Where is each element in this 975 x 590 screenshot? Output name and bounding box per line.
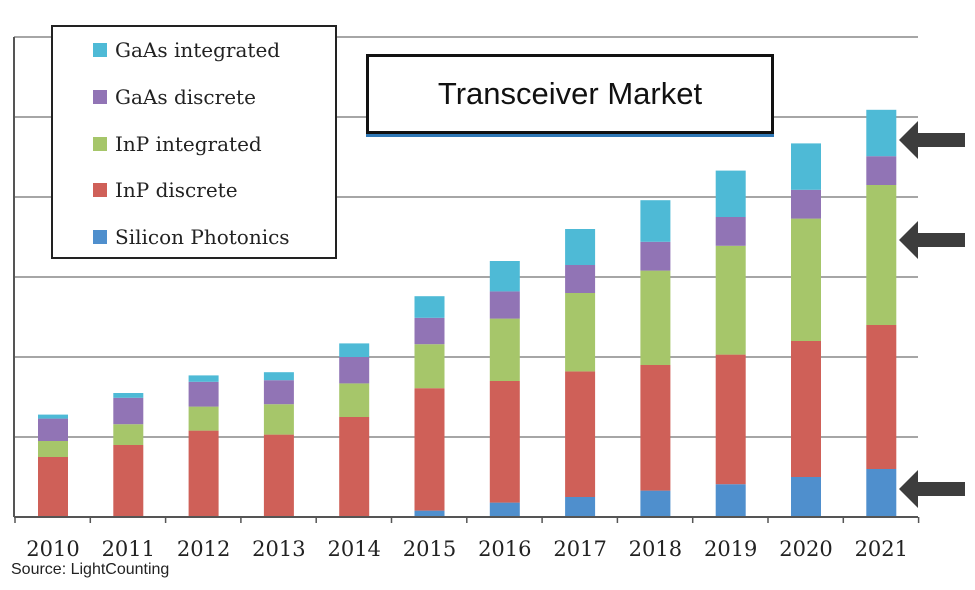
bar-segment (113, 393, 144, 398)
x-tick-label: 2015 (403, 537, 456, 561)
legend-item: GaAs discrete (93, 85, 256, 109)
x-tick-label: 2016 (478, 537, 531, 561)
x-tick-label: 2010 (26, 537, 79, 561)
bar-segment (791, 143, 821, 190)
arrow-left-icon (899, 221, 965, 259)
legend-label: InP integrated (115, 132, 262, 156)
source-note: Source: LightCounting (11, 561, 170, 578)
legend-swatch (93, 230, 107, 244)
bar-segment (489, 261, 520, 292)
x-tick-label: 2013 (252, 537, 305, 561)
chart-title: Transceiver Market (437, 76, 703, 111)
bar-segment (113, 397, 144, 425)
bar-segment (339, 383, 370, 417)
chart-title-box: Transceiver Market (366, 54, 774, 134)
bar-segment (489, 291, 520, 319)
bar-segment (38, 441, 68, 457)
bar-segment (640, 270, 671, 365)
bar-segment (188, 375, 219, 382)
bar-segment (188, 430, 219, 517)
x-tick-label: 2012 (177, 537, 230, 561)
bar-segment (263, 404, 294, 435)
arrows (899, 121, 965, 508)
x-tick-label: 2014 (327, 537, 380, 561)
bar-segment (791, 189, 821, 219)
x-axis: 2010 2011 2012 2013 2014 2015 2016 2017 2018 2019… (13, 37, 920, 561)
legend-swatch (93, 183, 107, 197)
bar-segment (715, 170, 746, 217)
bar-segment (339, 357, 370, 384)
bar-segment (640, 490, 671, 517)
legend-label: GaAs integrated (115, 38, 281, 62)
x-tick-label: 2018 (629, 537, 682, 561)
bar-segment (414, 510, 445, 517)
bar-segment (414, 388, 445, 511)
bar-segment (640, 241, 671, 271)
bar-segment (866, 469, 897, 517)
legend-item: InP integrated (93, 132, 262, 156)
bar-segment (866, 325, 897, 469)
bar-segment (38, 457, 68, 517)
bar-segment (188, 406, 219, 431)
legend-item: Silicon Photonics (93, 225, 290, 249)
bar-segment (38, 418, 68, 441)
bar-segment (866, 156, 897, 185)
legend-swatch (93, 43, 107, 57)
legend-label: InP discrete (115, 178, 238, 202)
bar-segment (414, 344, 445, 389)
bar-segment (640, 365, 671, 491)
bar-segment (866, 109, 897, 157)
bar-segment (263, 434, 294, 517)
bar-segment (489, 318, 520, 381)
bar-segment (565, 371, 596, 497)
bar-segment (791, 218, 821, 341)
legend-label: GaAs discrete (115, 85, 256, 109)
bar-segment (791, 477, 821, 517)
bar-segment (565, 497, 596, 517)
bar-segment (113, 445, 144, 517)
bar-segment (38, 414, 68, 419)
bar-segment (339, 417, 370, 517)
bar-segment (866, 185, 897, 325)
bar-segment (263, 372, 294, 381)
bar-segment (565, 293, 596, 372)
bar-segment (489, 502, 520, 517)
x-tick-label: 2011 (102, 537, 155, 561)
bar-segment (715, 484, 746, 517)
x-tick-label: 2017 (553, 537, 606, 561)
bar-segment (414, 296, 445, 318)
bars (38, 109, 897, 517)
arrow-left-icon (899, 121, 965, 159)
bar-segment (414, 317, 445, 345)
x-tick-label: 2021 (855, 537, 908, 561)
legend-label: Silicon Photonics (115, 225, 290, 249)
legend-swatch (93, 137, 107, 151)
bar-segment (715, 245, 746, 355)
legend-item: InP discrete (93, 178, 238, 202)
bar-segment (565, 229, 596, 265)
arrow-left-icon (899, 470, 965, 508)
bar-segment (715, 217, 746, 246)
legend: GaAs integrated GaAs discrete InP integr… (51, 25, 337, 259)
bar-segment (489, 381, 520, 503)
bar-segment (188, 381, 219, 407)
bar-segment (113, 424, 144, 445)
x-tick-label: 2020 (779, 537, 832, 561)
bar-segment (263, 380, 294, 405)
legend-swatch (93, 90, 107, 104)
legend-item: GaAs integrated (93, 38, 280, 62)
x-tick-label: 2019 (704, 537, 757, 561)
bar-segment (640, 200, 671, 242)
bar-segment (339, 343, 370, 357)
bar-segment (791, 341, 821, 477)
bar-segment (715, 354, 746, 485)
bar-segment (565, 265, 596, 293)
